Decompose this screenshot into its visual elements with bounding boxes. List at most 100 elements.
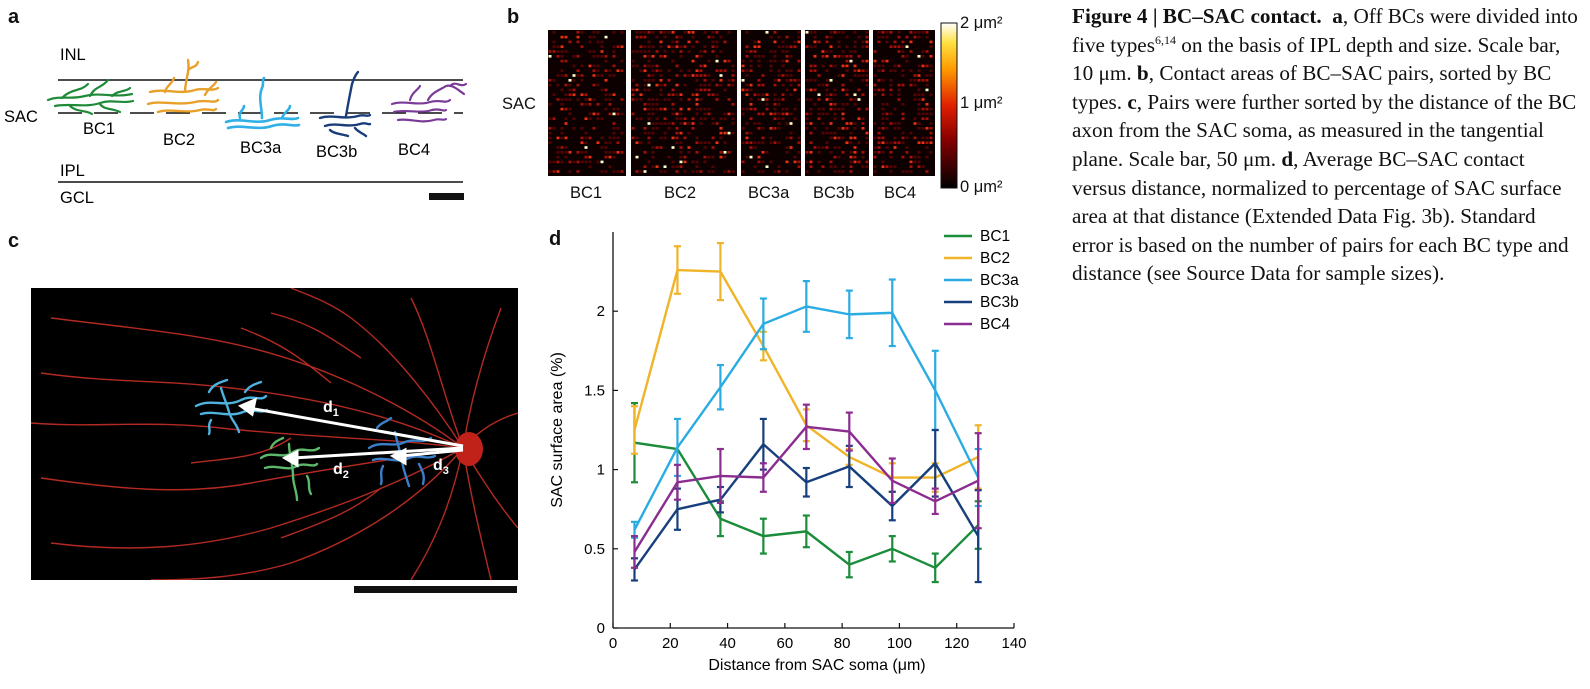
- heatmap-colorbar: [940, 22, 958, 189]
- caption-title: Figure 4 | BC–SAC contact.: [1072, 4, 1322, 28]
- error-bar-bc3a: [759, 297, 767, 351]
- image-background: [31, 288, 518, 580]
- sac-layer-label: SAC: [4, 108, 38, 126]
- y-tick-label: 1: [597, 462, 605, 479]
- bc1-cell-drawing: [46, 78, 135, 116]
- legend-label-bc4: BC4: [980, 316, 1011, 333]
- x-tick-label: 60: [777, 635, 794, 652]
- legend-label-bc3b: BC3b: [980, 294, 1019, 311]
- inl-label: INL: [60, 46, 86, 64]
- caption-c-text: , Pairs were further sorted by the dista…: [1072, 89, 1577, 171]
- error-bar-bc3a: [845, 289, 853, 340]
- distance-label-d2: d2: [333, 461, 349, 481]
- bc3b-cell-drawing: [318, 70, 372, 138]
- panel-a-scale-bar: [429, 193, 464, 200]
- error-bar-bc3a: [888, 278, 896, 348]
- legend-entry-bc3a: BC3a: [944, 272, 1019, 289]
- legend-label-bc1: BC1: [980, 228, 1010, 245]
- legend-entry-bc3b: BC3b: [944, 294, 1019, 311]
- x-axis-title: Distance from SAC soma (μm): [708, 657, 925, 674]
- error-bar-bc4: [845, 411, 853, 452]
- error-bar-bc3b: [759, 417, 767, 471]
- sac-soma: [455, 432, 483, 466]
- y-tick-label: 1.5: [584, 382, 605, 399]
- series-line-bc1: [634, 441, 980, 570]
- caption-b-text: , Contact areas of BC–SAC pairs, sorted …: [1072, 61, 1552, 114]
- x-tick-label: 40: [719, 635, 736, 652]
- error-bar-bc1: [888, 535, 896, 563]
- caption-a-text-2: on the basis of IPL depth and size. Scal…: [1072, 32, 1561, 86]
- bc1-label: BC1: [83, 120, 115, 138]
- x-tick-label: 100: [887, 635, 912, 652]
- colorbar-max-label: 2 μm²: [960, 14, 1003, 32]
- x-tick-label: 0: [609, 635, 617, 652]
- contact-heatmap: [548, 30, 935, 176]
- bc2-label: BC2: [163, 131, 195, 149]
- error-bar-bc3a: [931, 349, 939, 432]
- heatmap-block-bc4: [873, 30, 935, 176]
- x-tick-label: 20: [662, 635, 679, 652]
- distance-label-d1: d1: [323, 399, 339, 419]
- bc4-label: BC4: [398, 141, 430, 159]
- x-tick-label: 80: [834, 635, 851, 652]
- caption-a-text-1: , Off BCs were divided into five types: [1072, 4, 1578, 57]
- error-bar-bc1: [759, 517, 767, 555]
- distance-label-d3: d3: [433, 457, 449, 477]
- panel-c-scale-bar: [354, 586, 517, 593]
- legend-entry-bc4: BC4: [944, 316, 1011, 333]
- sac-tangential-image: d1 d2 d3: [31, 288, 518, 580]
- error-bar-bc1: [845, 550, 853, 579]
- caption-a-label: a: [1332, 4, 1343, 28]
- y-tick-label: 0: [597, 620, 605, 637]
- heatmap-col-label-bc3a: BC3a: [748, 184, 790, 202]
- heatmap-row-label: SAC: [502, 95, 536, 113]
- colorbar-mid-label: 1 μm²: [960, 94, 1003, 112]
- panel-d-label: d: [549, 228, 562, 250]
- error-bar-bc3a: [802, 280, 810, 333]
- legend-entry-bc1: BC1: [944, 228, 1010, 245]
- bc4-cell-drawing: [390, 82, 468, 123]
- error-bar-bc1: [802, 514, 810, 549]
- panel-a-figure: INL SAC IPL GCL BC1 BC2 BC3a BC3b BC4: [4, 46, 468, 207]
- legend-label-bc3a: BC3a: [980, 272, 1019, 289]
- panel-a-label: a: [8, 6, 20, 28]
- error-bar-bc4: [931, 487, 939, 516]
- error-bar-bc4: [716, 447, 724, 504]
- caption-d-label: d: [1281, 146, 1294, 171]
- caption-c-label: c: [1127, 89, 1137, 114]
- series-bc3b: [630, 417, 982, 584]
- heatmap-col-label-bc1: BC1: [570, 184, 603, 202]
- heatmap-block-bc1: [548, 30, 626, 176]
- bc3a-cell-drawing: [224, 76, 301, 130]
- heatmap-block-bc3a: [741, 30, 801, 176]
- gcl-label: GCL: [60, 189, 94, 207]
- error-bar-bc2: [630, 405, 638, 455]
- error-bar-bc3a: [716, 363, 724, 411]
- bc-axon-near: [367, 416, 437, 488]
- heatmap-block-bc2: [631, 30, 737, 176]
- x-tick-label: 120: [944, 635, 969, 652]
- error-bar-bc3b: [802, 466, 810, 498]
- panel-b-label: b: [507, 6, 520, 28]
- caption-d-text: , Average BC–SAC contact versus distance…: [1072, 146, 1569, 286]
- bc3a-label: BC3a: [240, 139, 282, 157]
- legend-entry-bc2: BC2: [944, 250, 1010, 267]
- heatmap-col-label-bc4: BC4: [884, 184, 917, 202]
- error-bar-bc2: [673, 245, 681, 295]
- error-bar-bc4: [630, 535, 638, 569]
- error-bar-bc2: [716, 241, 724, 302]
- contact-vs-distance-chart: 0 20 40 60 80 100 120 140 0 0.5 1 1.5 2 BC1 BC2 BC3a BC…: [549, 228, 1027, 674]
- error-bar-bc1: [931, 552, 939, 584]
- error-bar-bc4: [759, 462, 767, 493]
- error-bar-bc4: [974, 432, 982, 530]
- bc3b-label: BC3b: [316, 143, 357, 161]
- heatmap-col-label-bc2: BC2: [664, 184, 697, 202]
- error-bar-bc4: [802, 403, 810, 451]
- sac-dendrites: [31, 288, 518, 580]
- caption-a-refs: 6,14: [1154, 32, 1176, 47]
- heatmap-block-bc3b: [805, 30, 869, 176]
- figure-caption: Figure 4 | BC–SAC contact. a, Off BCs we…: [1072, 2, 1580, 288]
- caption-b-label: b: [1136, 61, 1149, 86]
- ipl-label: IPL: [60, 162, 85, 180]
- y-tick-label: 2: [597, 303, 605, 320]
